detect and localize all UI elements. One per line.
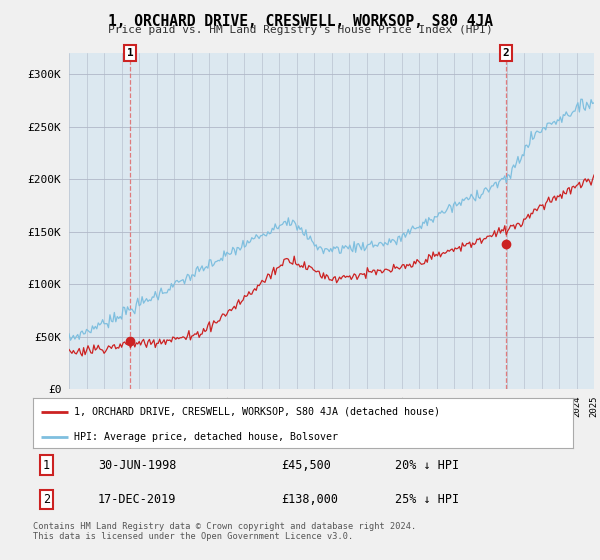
Text: 1: 1 [127,48,134,58]
Text: 25% ↓ HPI: 25% ↓ HPI [395,493,459,506]
Text: 1, ORCHARD DRIVE, CRESWELL, WORKSOP, S80 4JA: 1, ORCHARD DRIVE, CRESWELL, WORKSOP, S80… [107,14,493,29]
Text: 17-DEC-2019: 17-DEC-2019 [98,493,176,506]
Text: HPI: Average price, detached house, Bolsover: HPI: Average price, detached house, Bols… [74,432,337,442]
Text: 1: 1 [43,459,50,472]
Text: £45,500: £45,500 [281,459,331,472]
Text: 30-JUN-1998: 30-JUN-1998 [98,459,176,472]
Text: 2: 2 [43,493,50,506]
Text: 1, ORCHARD DRIVE, CRESWELL, WORKSOP, S80 4JA (detached house): 1, ORCHARD DRIVE, CRESWELL, WORKSOP, S80… [74,407,439,417]
Text: 2: 2 [502,48,509,58]
Text: Contains HM Land Registry data © Crown copyright and database right 2024.
This d: Contains HM Land Registry data © Crown c… [33,522,416,542]
Text: 20% ↓ HPI: 20% ↓ HPI [395,459,459,472]
Text: £138,000: £138,000 [281,493,338,506]
Text: Price paid vs. HM Land Registry's House Price Index (HPI): Price paid vs. HM Land Registry's House … [107,25,493,35]
